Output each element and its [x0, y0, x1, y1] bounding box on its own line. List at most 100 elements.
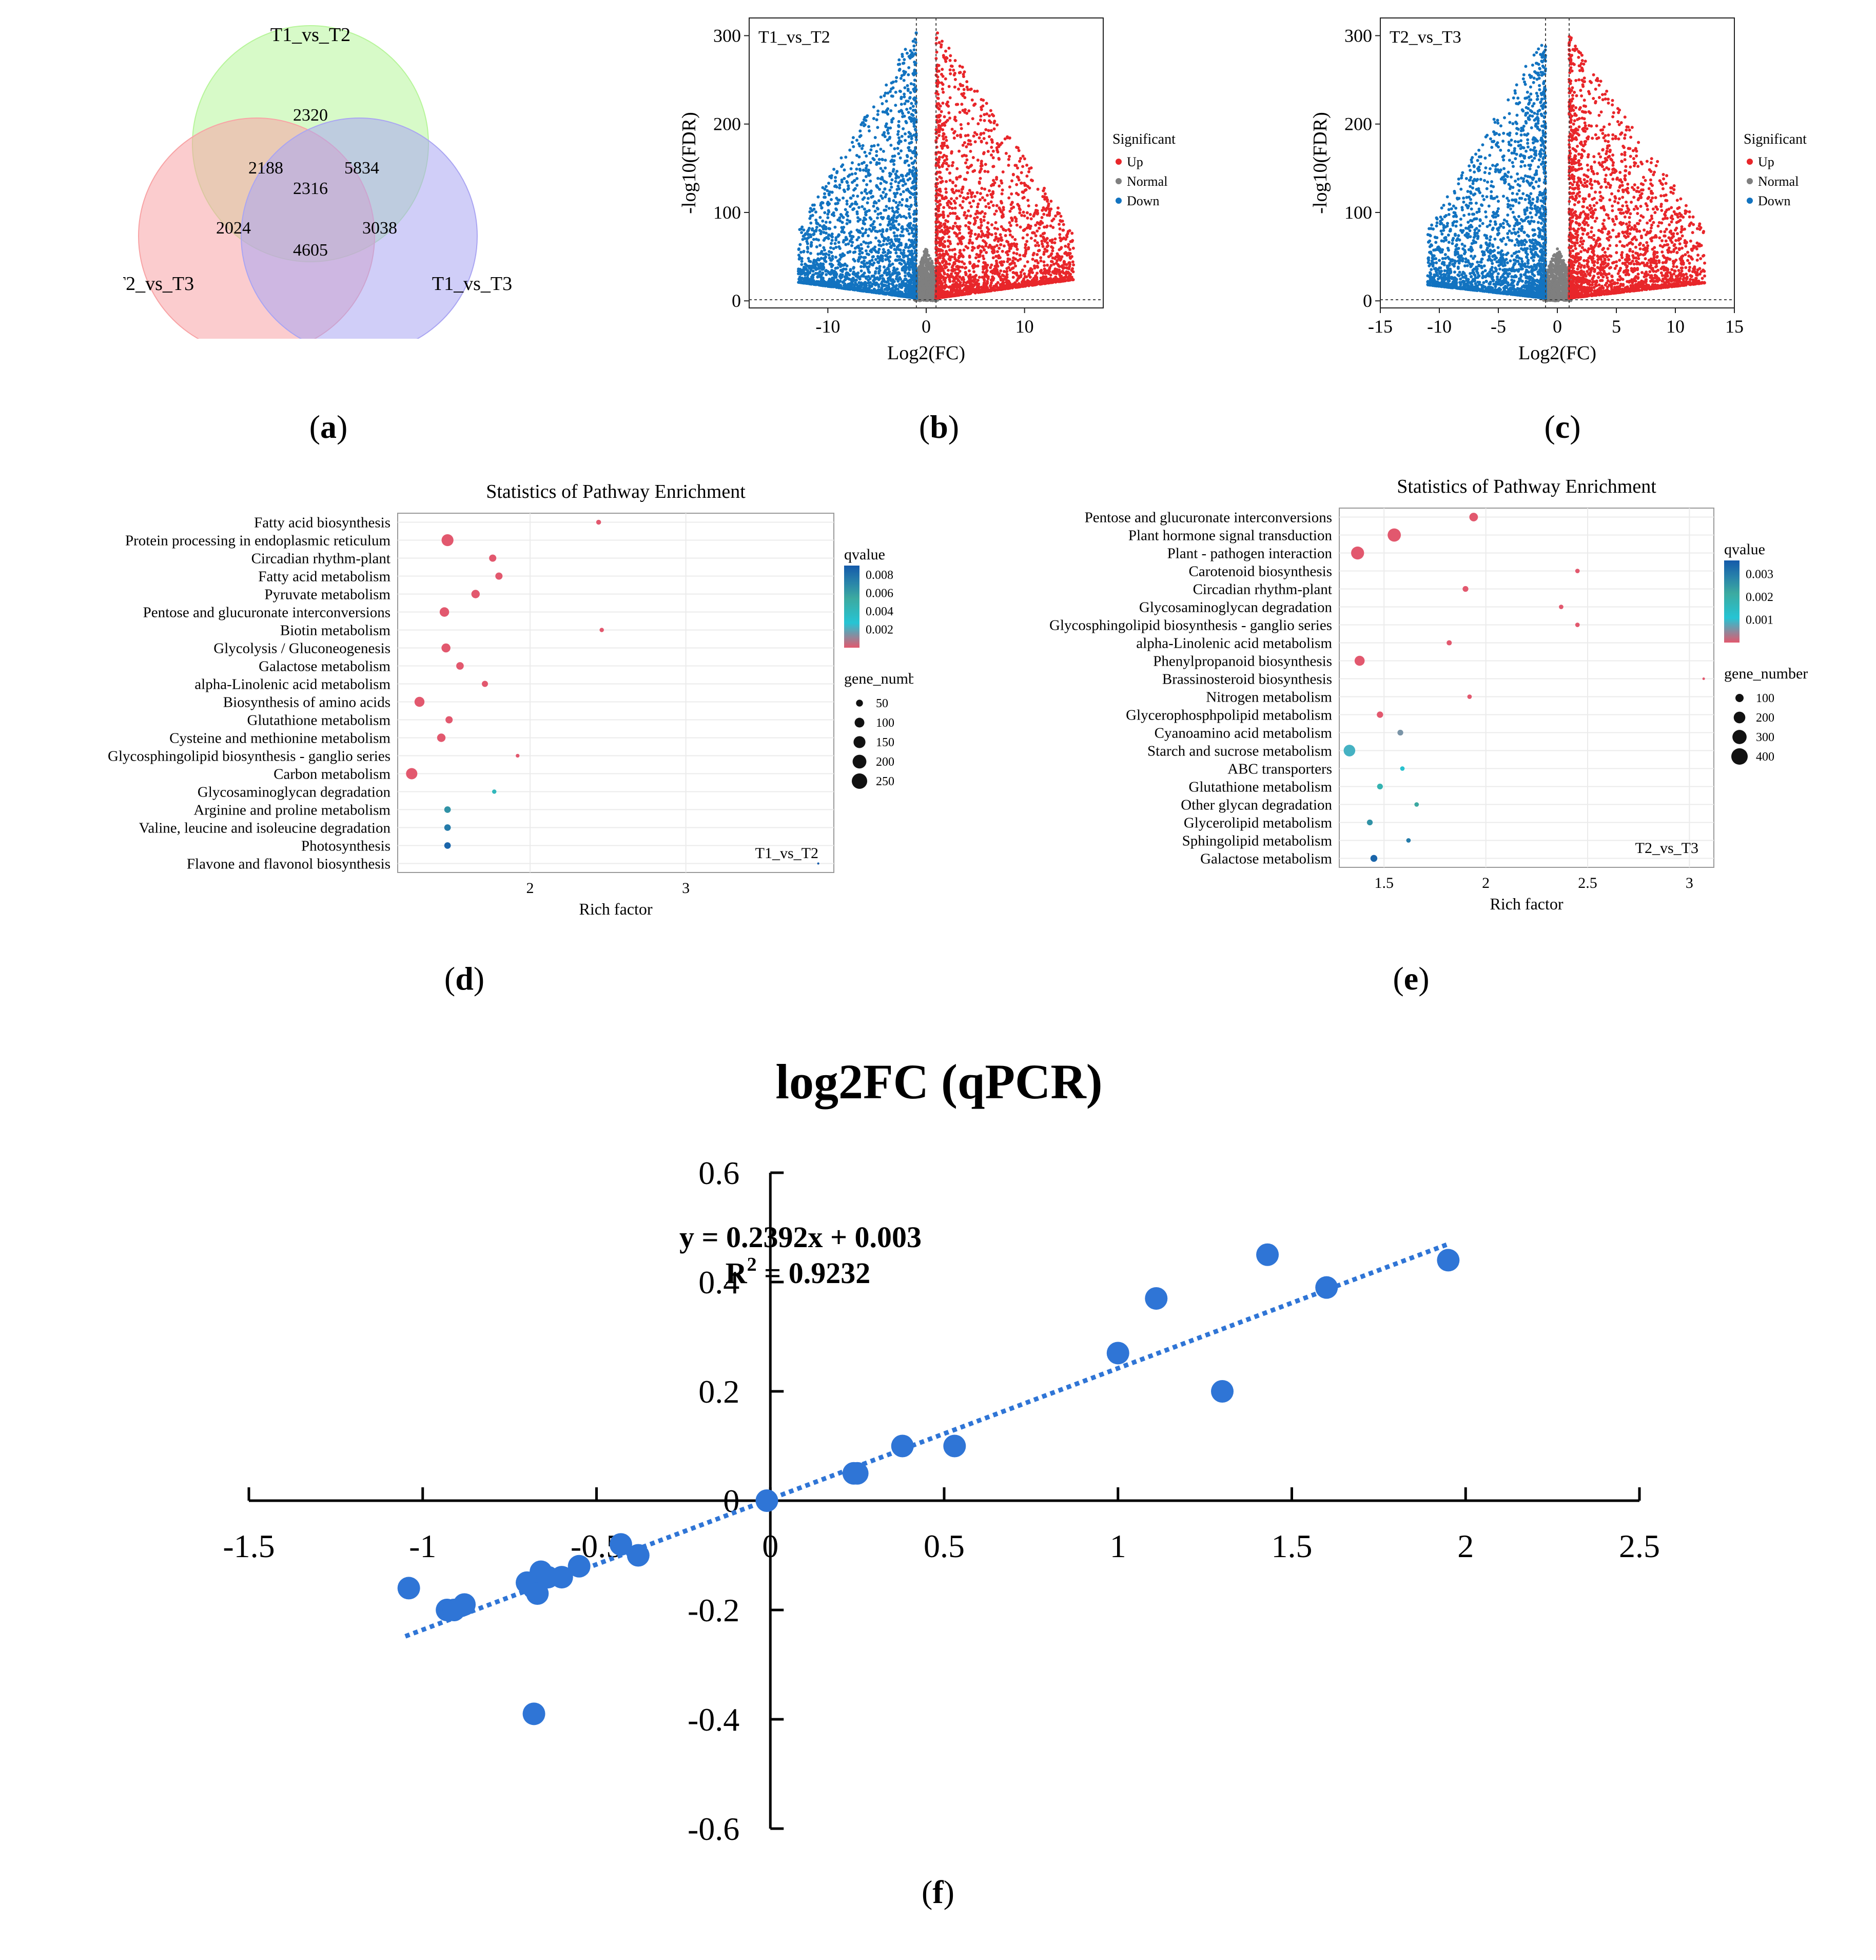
- volcano-point: [875, 266, 878, 270]
- volcano-point: [989, 192, 993, 196]
- volcano-point: [958, 231, 962, 235]
- volcano-point: [947, 245, 950, 248]
- volcano-point: [986, 277, 990, 280]
- volcano-point: [833, 242, 837, 245]
- volcano-point: [834, 179, 837, 183]
- volcano-point: [865, 115, 868, 119]
- volcano-point: [1000, 192, 1004, 196]
- volcano-point: [814, 282, 817, 286]
- volcano-point: [941, 83, 945, 86]
- volcano-point: [1015, 247, 1019, 251]
- volcano-point: [869, 148, 873, 152]
- volcano-point: [855, 167, 858, 171]
- volcano-point: [957, 189, 961, 192]
- volcano-point: [903, 92, 906, 96]
- volcano-point: [1029, 178, 1033, 182]
- volcano-point: [992, 284, 996, 288]
- volcano-point: [816, 195, 820, 199]
- volcano-point: [900, 134, 904, 138]
- volcano-point: [972, 270, 976, 274]
- volcano-point: [852, 250, 855, 254]
- volcano-point: [947, 200, 950, 203]
- volcano-point: [965, 85, 969, 89]
- volcano-point: [911, 109, 915, 112]
- volcano-point: [852, 266, 855, 269]
- volcano-point: [1064, 273, 1068, 276]
- volcano-point: [882, 149, 885, 153]
- volcano-point: [953, 262, 956, 265]
- volcano-point: [1016, 166, 1020, 170]
- volcano-point: [1033, 280, 1037, 283]
- volcano-point: [963, 178, 966, 181]
- volcano-point: [1068, 229, 1071, 232]
- volcano-point: [888, 242, 891, 245]
- volcano-point: [991, 149, 995, 153]
- volcano-point: [878, 229, 882, 232]
- volcano-point: [800, 257, 804, 260]
- volcano-point: [946, 227, 949, 230]
- volcano-point: [1027, 247, 1030, 250]
- volcano-point: [973, 169, 976, 172]
- volcano-point: [932, 269, 935, 273]
- volcano-point: [830, 268, 834, 272]
- volcano-point: [831, 255, 834, 258]
- volcano-point: [1022, 228, 1026, 232]
- volcano-point: [893, 147, 896, 150]
- volcano-point: [1042, 275, 1045, 279]
- volcano-point: [952, 199, 956, 203]
- volcano-point: [967, 209, 970, 212]
- volcano-point: [948, 248, 951, 252]
- volcano-point: [994, 209, 998, 213]
- volcano-point: [950, 272, 953, 276]
- volcano-point: [979, 192, 982, 196]
- volcano-point: [874, 236, 877, 240]
- volcano-point: [1049, 224, 1052, 228]
- volcano-point: [938, 170, 942, 174]
- volcano-point: [989, 266, 992, 269]
- volcano-point: [1035, 241, 1039, 245]
- volcano-point: [936, 188, 940, 192]
- volcano-point: [1027, 280, 1030, 283]
- volcano-point: [1047, 255, 1050, 259]
- volcano-point: [1012, 251, 1015, 255]
- volcano-point: [953, 115, 957, 119]
- volcano-point: [943, 222, 947, 226]
- volcano-point: [1035, 209, 1039, 212]
- volcano-point: [990, 196, 994, 199]
- volcano-point: [996, 240, 1000, 243]
- volcano-point: [969, 149, 972, 153]
- volcano-point: [959, 135, 963, 139]
- volcano-point: [1016, 146, 1020, 150]
- volcano-point: [953, 85, 956, 89]
- volcano-point: [996, 281, 1000, 284]
- volcano-point: [842, 239, 846, 242]
- volcano-point: [982, 219, 986, 222]
- volcano-point: [995, 123, 999, 127]
- volcano-point: [1040, 271, 1043, 275]
- volcano-point: [957, 227, 961, 230]
- volcano-point: [935, 271, 939, 275]
- volcano-point: [979, 132, 983, 136]
- volcano-point: [807, 257, 810, 260]
- volcano-point: [1032, 264, 1036, 268]
- volcano-point: [943, 295, 946, 298]
- volcano-point: [1002, 206, 1005, 209]
- volcano-point: [981, 245, 984, 248]
- volcano-point: [938, 199, 942, 203]
- volcano-point: [938, 224, 942, 227]
- volcano-point: [887, 249, 890, 253]
- volcano-point: [999, 233, 1002, 237]
- volcano-point: [821, 271, 825, 275]
- volcano-point: [893, 234, 896, 238]
- volcano-point: [954, 184, 957, 187]
- volcano-point: [1048, 270, 1051, 274]
- volcano-point: [967, 109, 971, 113]
- volcano-point: [914, 88, 918, 91]
- volcano-point: [959, 174, 962, 178]
- volcano-point: [966, 133, 970, 137]
- volcano-point: [903, 102, 907, 106]
- volcano-point: [949, 72, 952, 75]
- volcano-point: [808, 226, 811, 230]
- volcano-point: [986, 170, 990, 173]
- volcano-point: [968, 255, 971, 258]
